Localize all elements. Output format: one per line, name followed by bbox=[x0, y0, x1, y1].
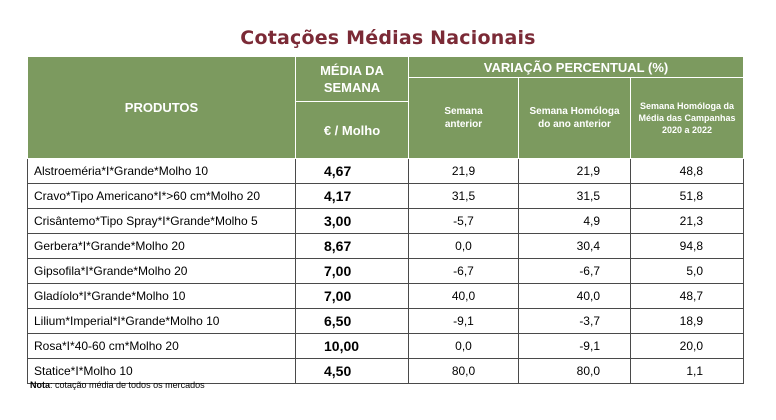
cell-anterior: 21,9 bbox=[408, 158, 519, 184]
cell-homologa: 40,0 bbox=[518, 283, 631, 309]
header-row-2: Semana anterior Semana Homóloga do ano a… bbox=[28, 77, 745, 159]
footnote-text: : cotação média de todos os mercados bbox=[50, 380, 205, 390]
cell-produto: Gladíolo*I*Grande*Molho 10 bbox=[27, 283, 296, 309]
cell-anterior: -6,7 bbox=[408, 258, 519, 284]
cell-produto: Gipsofila*I*Grande*Molho 20 bbox=[27, 258, 296, 284]
header-semana-anterior: Semana anterior bbox=[408, 77, 519, 159]
cell-media: 4,50 bbox=[295, 358, 409, 384]
cell-anterior: -9,1 bbox=[408, 308, 519, 334]
cell-media: 7,00 bbox=[295, 258, 409, 284]
cell-produto: Gerbera*I*Grande*Molho 20 bbox=[27, 233, 296, 259]
page-title: Cotações Médias Nacionais bbox=[240, 27, 536, 49]
header-row-1: PRODUTOS MÉDIA DA SEMANA VARIAÇÃO PERCEN… bbox=[27, 56, 745, 159]
header-variacao: VARIAÇÃO PERCENTUAL (%) bbox=[407, 56, 745, 78]
cell-homologa: 80,0 bbox=[518, 358, 631, 384]
table-row: Gladíolo*I*Grande*Molho 10 7,00 40,0 40,… bbox=[27, 283, 745, 309]
header-unit: € / Molho bbox=[295, 101, 409, 159]
header-media-line2: SEMANA bbox=[323, 80, 381, 95]
cell-anterior: 0,0 bbox=[408, 233, 519, 259]
header-media-campanhas: Semana Homóloga da Média das Campanhas 2… bbox=[629, 77, 745, 159]
table-row: Alstroeméria*I*Grande*Molho 10 4,67 21,9… bbox=[27, 158, 745, 184]
cell-anterior: 80,0 bbox=[408, 358, 519, 384]
cell-media: 10,00 bbox=[295, 333, 409, 359]
cell-homologa: 21,9 bbox=[518, 158, 631, 184]
table-row: Rosa*I*40-60 cm*Molho 20 10,00 0,0 -9,1 … bbox=[27, 333, 745, 359]
cell-campanhas: 48,7 bbox=[629, 283, 745, 309]
cell-anterior: -5,7 bbox=[408, 208, 519, 234]
header-sub3-line1: Semana Homóloga da bbox=[640, 101, 735, 111]
footnote-label: Nota bbox=[30, 380, 50, 390]
cell-campanhas: 20,0 bbox=[629, 333, 745, 359]
cell-produto: Rosa*I*40-60 cm*Molho 20 bbox=[27, 333, 296, 359]
header-sub2-line1: Semana Homóloga bbox=[529, 106, 620, 117]
cell-homologa: -3,7 bbox=[518, 308, 631, 334]
price-table: PRODUTOS MÉDIA DA SEMANA VARIAÇÃO PERCEN… bbox=[27, 56, 745, 384]
cell-campanhas: 48,8 bbox=[629, 158, 745, 184]
cell-campanhas: 18,9 bbox=[629, 308, 745, 334]
cell-produto: Alstroeméria*I*Grande*Molho 10 bbox=[27, 158, 296, 184]
cell-produto: Crisântemo*Tipo Spray*I*Grande*Molho 5 bbox=[27, 208, 296, 234]
cell-anterior: 40,0 bbox=[408, 283, 519, 309]
cell-campanhas: 1,1 bbox=[629, 358, 745, 384]
cell-media: 8,67 bbox=[295, 233, 409, 259]
cell-produto: Statice*I*Molho 10 bbox=[27, 358, 296, 384]
header-media-line1: MÉDIA DA bbox=[320, 63, 384, 78]
cell-produto: Cravo*Tipo Americano*I*>60 cm*Molho 20 bbox=[27, 183, 296, 209]
table-row: Cravo*Tipo Americano*I*>60 cm*Molho 20 4… bbox=[27, 183, 745, 209]
header-sub2-line2: do ano anterior bbox=[538, 119, 611, 130]
cell-campanhas: 94,8 bbox=[629, 233, 745, 259]
footnote: Nota: cotação média de todos os mercados bbox=[30, 380, 205, 390]
header-semana-homologa: Semana Homóloga do ano anterior bbox=[518, 77, 631, 159]
cell-homologa: 30,4 bbox=[518, 233, 631, 259]
cell-homologa: 31,5 bbox=[518, 183, 631, 209]
header-sub1-line2: anterior bbox=[444, 119, 483, 130]
header-produtos: PRODUTOS bbox=[27, 56, 296, 159]
cell-homologa: -9,1 bbox=[518, 333, 631, 359]
header-sub3-line2: Média das Campanhas bbox=[638, 113, 736, 123]
cell-media: 4,67 bbox=[295, 158, 409, 184]
header-row-3: € / Molho bbox=[28, 101, 744, 159]
header-sub3-line3: 2020 a 2022 bbox=[661, 125, 713, 135]
table-row: Gerbera*I*Grande*Molho 20 8,67 0,0 30,4 … bbox=[27, 233, 745, 259]
table-row: Lilium*Imperial*I*Grande*Molho 10 6,50 -… bbox=[27, 308, 745, 334]
cell-anterior: 0,0 bbox=[408, 333, 519, 359]
cell-media: 3,00 bbox=[295, 208, 409, 234]
cell-campanhas: 51,8 bbox=[629, 183, 745, 209]
cell-homologa: -6,7 bbox=[518, 258, 631, 284]
cell-produto: Lilium*Imperial*I*Grande*Molho 10 bbox=[27, 308, 296, 334]
cell-homologa: 4,9 bbox=[518, 208, 631, 234]
cell-media: 7,00 bbox=[295, 283, 409, 309]
cell-media: 4,17 bbox=[295, 183, 409, 209]
table-row: Crisântemo*Tipo Spray*I*Grande*Molho 5 3… bbox=[27, 208, 745, 234]
table-row: Gipsofila*I*Grande*Molho 20 7,00 -6,7 -6… bbox=[27, 258, 745, 284]
cell-anterior: 31,5 bbox=[408, 183, 519, 209]
header-sub1-line1: Semana bbox=[444, 106, 483, 117]
cell-campanhas: 21,3 bbox=[629, 208, 745, 234]
cell-campanhas: 5,0 bbox=[629, 258, 745, 284]
cell-media: 6,50 bbox=[295, 308, 409, 334]
header-media-semana: MÉDIA DA SEMANA bbox=[295, 56, 409, 102]
table-row: Statice*I*Molho 10 4,50 80,0 80,0 1,1 bbox=[27, 358, 745, 384]
